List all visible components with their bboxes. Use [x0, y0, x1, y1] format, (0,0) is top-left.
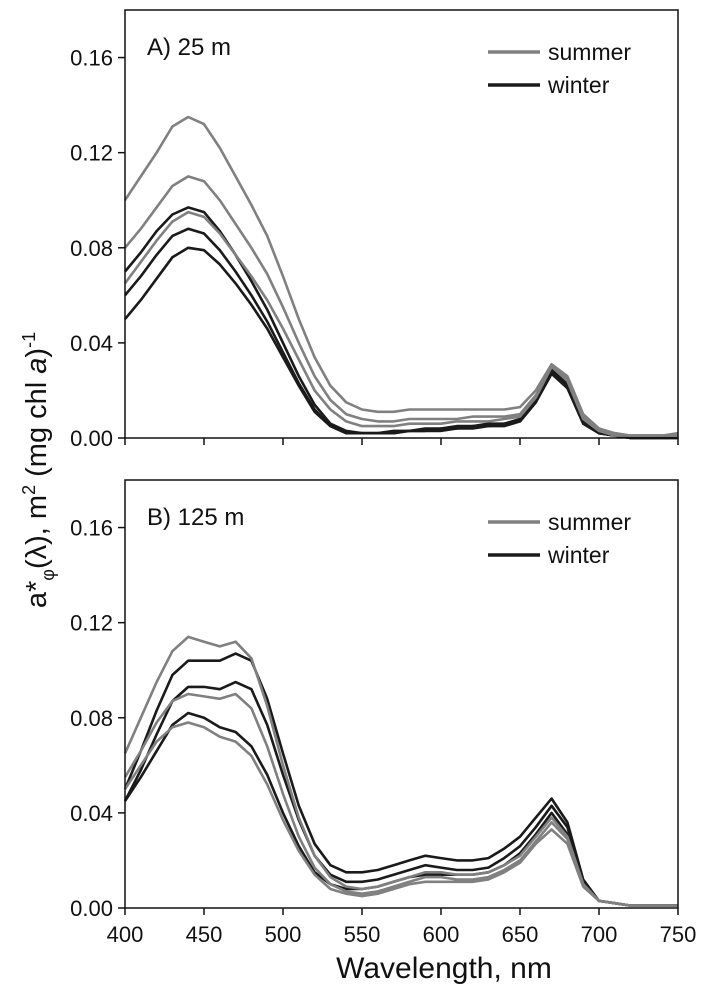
y-tick-label: 0.16	[70, 46, 113, 71]
spectrum-line	[124, 227, 678, 440]
x-tick-label: 450	[186, 922, 223, 947]
y-label-part: φ	[38, 569, 58, 581]
y-tick-label: 0.04	[70, 801, 113, 826]
x-tick-label: 750	[660, 922, 697, 947]
y-tick-label: 0.00	[70, 426, 113, 451]
x-tick-label: 500	[265, 922, 302, 947]
y-label-part: (mg chl	[21, 374, 53, 485]
y-tick-label: 0.16	[70, 516, 113, 541]
y-tick-label: 0.12	[70, 611, 113, 636]
y-label-part: )	[21, 348, 53, 358]
y-axis-label: a*φ(λ), m2 (mg chl a)-1	[19, 332, 58, 608]
spectrum-line	[123, 721, 678, 907]
spectrum-line	[123, 692, 678, 907]
spectrum-line	[123, 680, 678, 907]
x-tick-label: 650	[502, 922, 539, 947]
y-label-part: a	[21, 358, 53, 374]
y-label-part: a*	[21, 581, 53, 608]
spectrum-line	[123, 206, 678, 440]
y-tick-label: 0.08	[70, 706, 113, 731]
spectrum-line	[123, 635, 678, 907]
x-tick-label: 700	[581, 922, 618, 947]
x-axis-label: Wavelength, nm	[336, 952, 552, 985]
legend-label: summer	[548, 509, 631, 535]
x-tick-label: 400	[107, 922, 144, 947]
spectrum-line	[124, 246, 678, 440]
plot-frame	[124, 479, 679, 909]
spectrum-line	[123, 115, 679, 437]
spectrum-line	[123, 711, 678, 907]
plot-frame	[124, 9, 679, 439]
y-tick-label: 0.08	[70, 236, 113, 261]
legend-label: summer	[548, 39, 631, 65]
spectrum-line	[123, 210, 678, 437]
legend-label: winter	[547, 72, 610, 98]
y-tick-label: 0.04	[70, 331, 113, 356]
x-tick-label: 600	[423, 922, 460, 947]
y-label-part: 2	[19, 485, 39, 495]
panel-title: A) 25 m	[147, 34, 231, 61]
spectrum-line	[124, 175, 678, 437]
panel-title: B) 125 m	[147, 504, 244, 531]
legend-label: winter	[547, 542, 610, 568]
y-tick-label: 0.12	[70, 141, 113, 166]
y-label-part: -1	[19, 332, 39, 348]
y-label-part: (λ), m	[21, 495, 53, 569]
spectrum-line	[123, 652, 678, 907]
y-tick-label: 0.00	[70, 896, 113, 921]
x-tick-label: 550	[344, 922, 381, 947]
